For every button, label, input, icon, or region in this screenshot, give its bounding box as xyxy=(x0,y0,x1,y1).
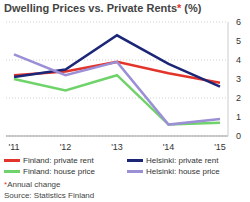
svg-text:'14: '14 xyxy=(163,142,175,152)
html-text:Finland: private rent: Finland: private rent xyxy=(23,156,94,165)
svg-text:'12: '12 xyxy=(60,142,72,152)
svg-text:'13: '13 xyxy=(111,142,123,152)
html-text:Helsinki: private rent: Helsinki: private rent xyxy=(146,156,219,165)
svg-text:4: 4 xyxy=(236,55,241,65)
svg-text:6: 6 xyxy=(236,17,241,27)
svg-text:2: 2 xyxy=(236,93,241,103)
svg-text:3: 3 xyxy=(236,74,241,84)
html-text:Helsinki: house price: Helsinki: house price xyxy=(146,167,220,176)
svg-text:'11: '11 xyxy=(8,142,19,152)
html-text:* Annual change: * Annual change xyxy=(4,180,61,189)
svg-text:5: 5 xyxy=(236,36,241,46)
html-text:Source: Statistics Finland: Source: Statistics Finland xyxy=(4,191,95,200)
html-text:Dwelling Prices vs. Private Re: Dwelling Prices vs. Private Rents * (%) xyxy=(4,2,202,14)
svg-text:'15: '15 xyxy=(214,142,226,152)
html-text:Finland: house price: Finland: house price xyxy=(23,167,95,176)
svg-text:0: 0 xyxy=(236,131,241,141)
svg-text:1: 1 xyxy=(236,112,241,122)
